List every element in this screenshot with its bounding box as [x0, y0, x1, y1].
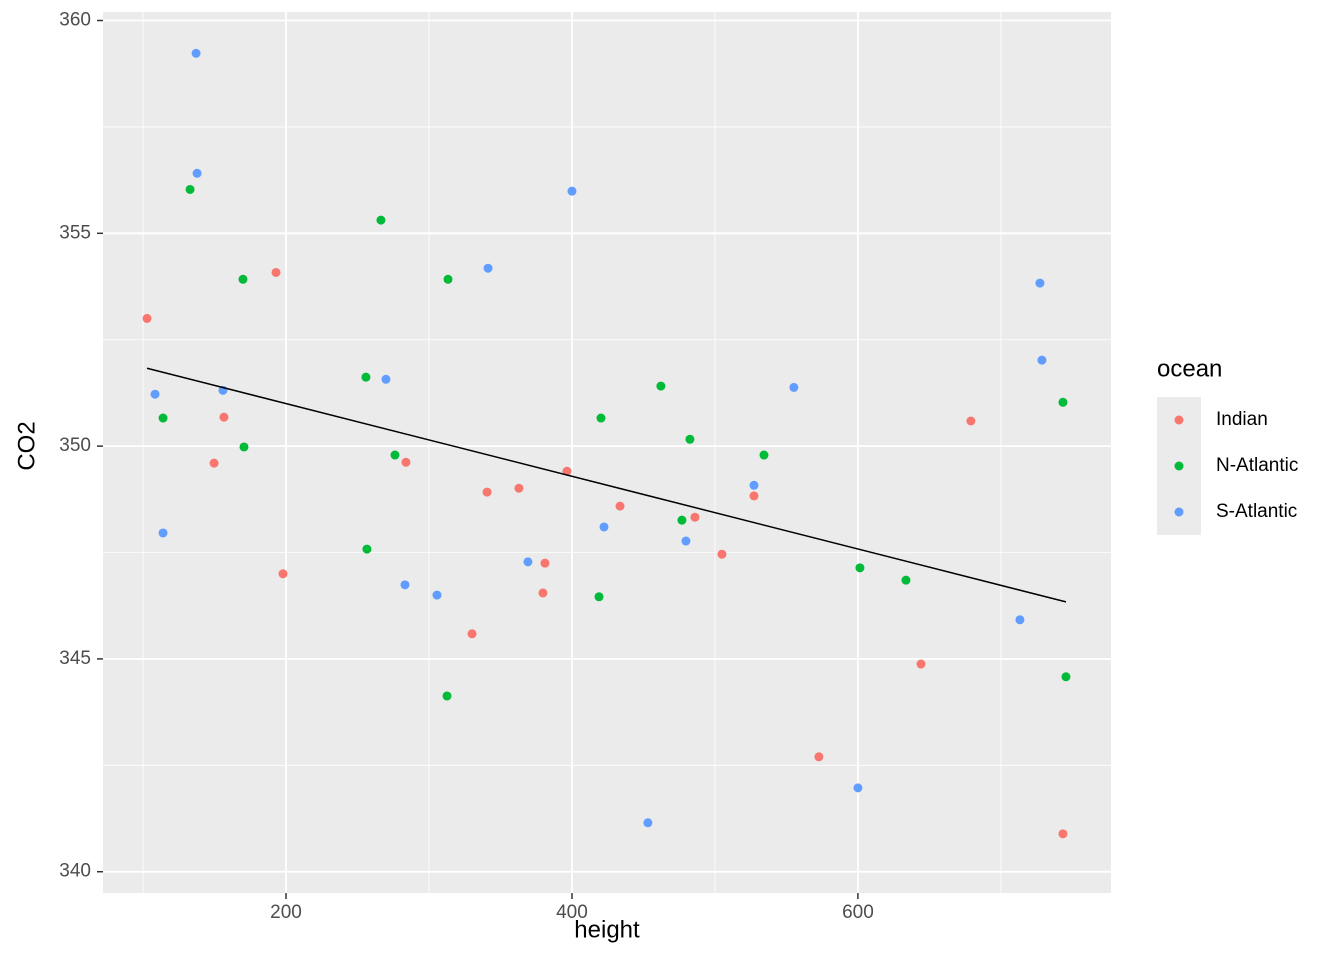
point	[749, 480, 759, 490]
point	[540, 558, 550, 568]
panel-background	[103, 12, 1111, 893]
point	[853, 783, 863, 793]
point	[514, 483, 524, 493]
point	[1058, 397, 1068, 407]
point	[158, 528, 168, 538]
point	[1037, 355, 1047, 365]
legend-key	[1174, 461, 1184, 471]
point	[467, 629, 477, 639]
point	[916, 659, 926, 669]
point	[966, 416, 976, 426]
legend-key	[1174, 415, 1184, 425]
x-tick-label: 600	[842, 902, 874, 923]
point	[681, 536, 691, 546]
point	[376, 215, 386, 225]
point	[442, 691, 452, 701]
legend-label: N-Atlantic	[1216, 455, 1298, 476]
point	[1035, 278, 1045, 288]
point	[192, 168, 202, 178]
point	[271, 267, 281, 277]
x-tick-label: 200	[270, 902, 302, 923]
point	[443, 274, 453, 284]
point	[362, 544, 372, 554]
point	[185, 184, 195, 194]
y-tick-label: 360	[59, 10, 91, 31]
point	[239, 442, 249, 452]
point	[599, 522, 609, 532]
point	[789, 382, 799, 392]
point	[158, 413, 168, 423]
legend: Indian N-Atlantic S-Atlantic	[1157, 397, 1298, 535]
legend-key	[1174, 507, 1184, 517]
point	[677, 515, 687, 525]
point	[381, 374, 391, 384]
point	[401, 457, 411, 467]
point	[390, 450, 400, 460]
y-tick-label: 340	[59, 861, 91, 882]
point	[238, 274, 248, 284]
point	[594, 592, 604, 602]
y-tick-label: 355	[59, 222, 91, 243]
point	[855, 563, 865, 573]
grid: 200 400 600 340 345 350 355 360	[59, 10, 1111, 923]
point	[814, 752, 824, 762]
fit-line	[146, 367, 1067, 603]
legend-label: S-Atlantic	[1216, 501, 1297, 522]
point	[643, 818, 653, 828]
point	[432, 590, 442, 600]
marks	[142, 48, 1071, 839]
point	[400, 580, 410, 590]
point	[278, 569, 288, 579]
point	[656, 381, 666, 391]
legend-title: ocean	[1157, 355, 1222, 382]
point	[901, 575, 911, 585]
point	[690, 512, 700, 522]
point	[685, 434, 695, 444]
point	[209, 458, 219, 468]
point	[142, 313, 152, 323]
point	[483, 263, 493, 273]
x-tick-label: 400	[556, 902, 588, 923]
point	[596, 413, 606, 423]
x-axis-label: height	[574, 916, 640, 943]
point	[538, 588, 548, 598]
legend-label: Indian	[1216, 409, 1268, 430]
point	[1058, 829, 1068, 839]
point	[562, 466, 572, 476]
point	[191, 48, 201, 58]
point	[219, 412, 229, 422]
y-tick-label: 350	[59, 435, 91, 456]
point	[523, 557, 533, 567]
point	[615, 501, 625, 511]
point	[1061, 672, 1071, 682]
point	[567, 186, 577, 196]
point	[749, 491, 759, 501]
y-tick-label: 345	[59, 648, 91, 669]
y-axis-label: CO2	[13, 421, 40, 470]
point	[1015, 615, 1025, 625]
point	[717, 549, 727, 559]
point	[150, 389, 160, 399]
point	[759, 450, 769, 460]
point	[361, 372, 371, 382]
point	[482, 487, 492, 497]
